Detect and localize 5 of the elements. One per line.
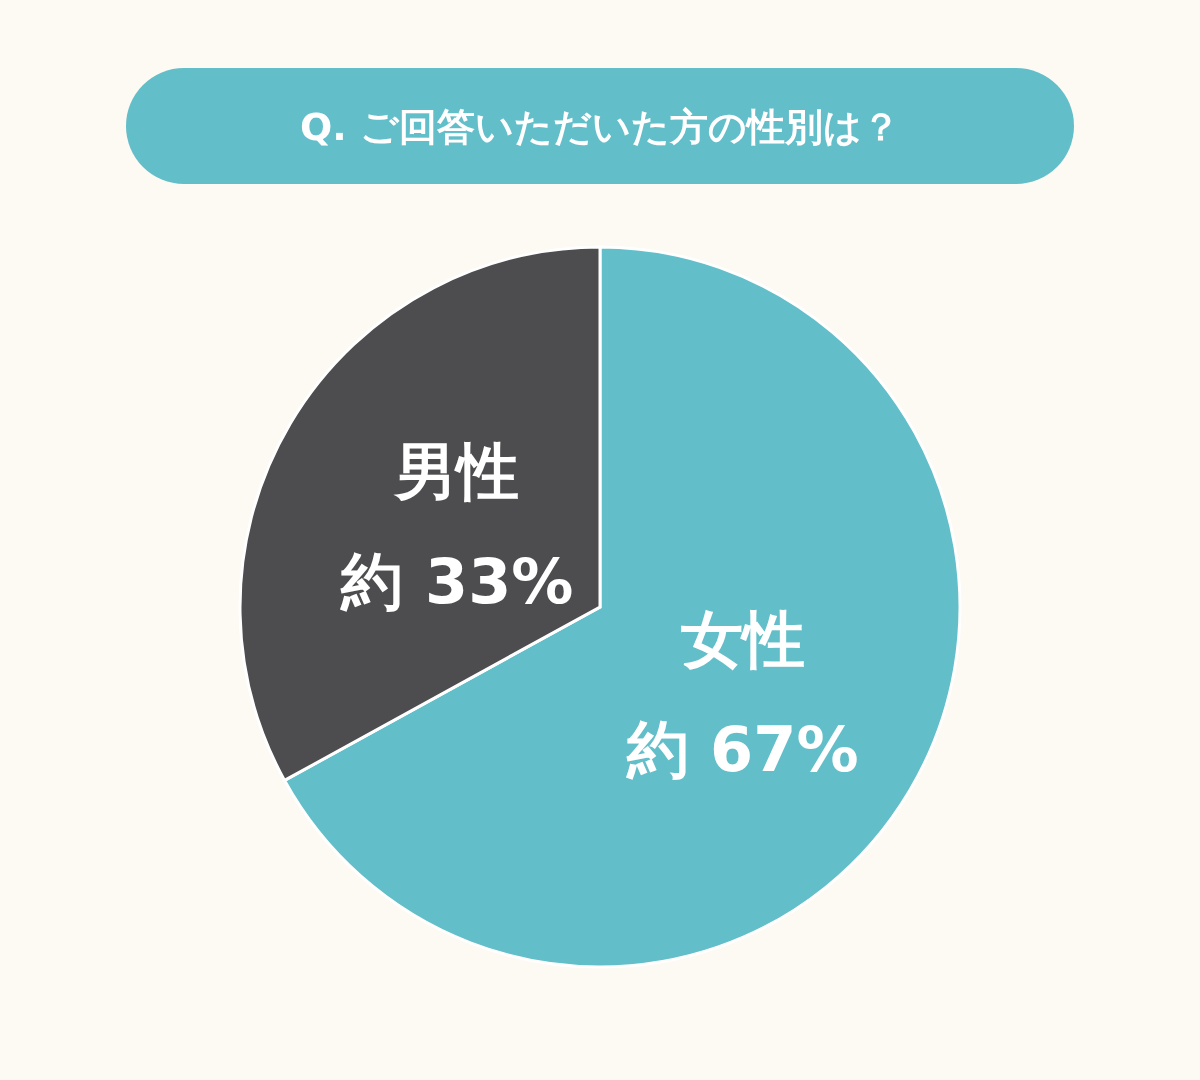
slice-label: 男性 [393, 434, 520, 508]
slice-label: 女性 [680, 603, 805, 677]
data-label: 約 33% [339, 544, 574, 618]
chart-title: Q. ご回答いただいた方の性別は？ [300, 105, 900, 149]
data-label: 約 67% [624, 713, 859, 787]
